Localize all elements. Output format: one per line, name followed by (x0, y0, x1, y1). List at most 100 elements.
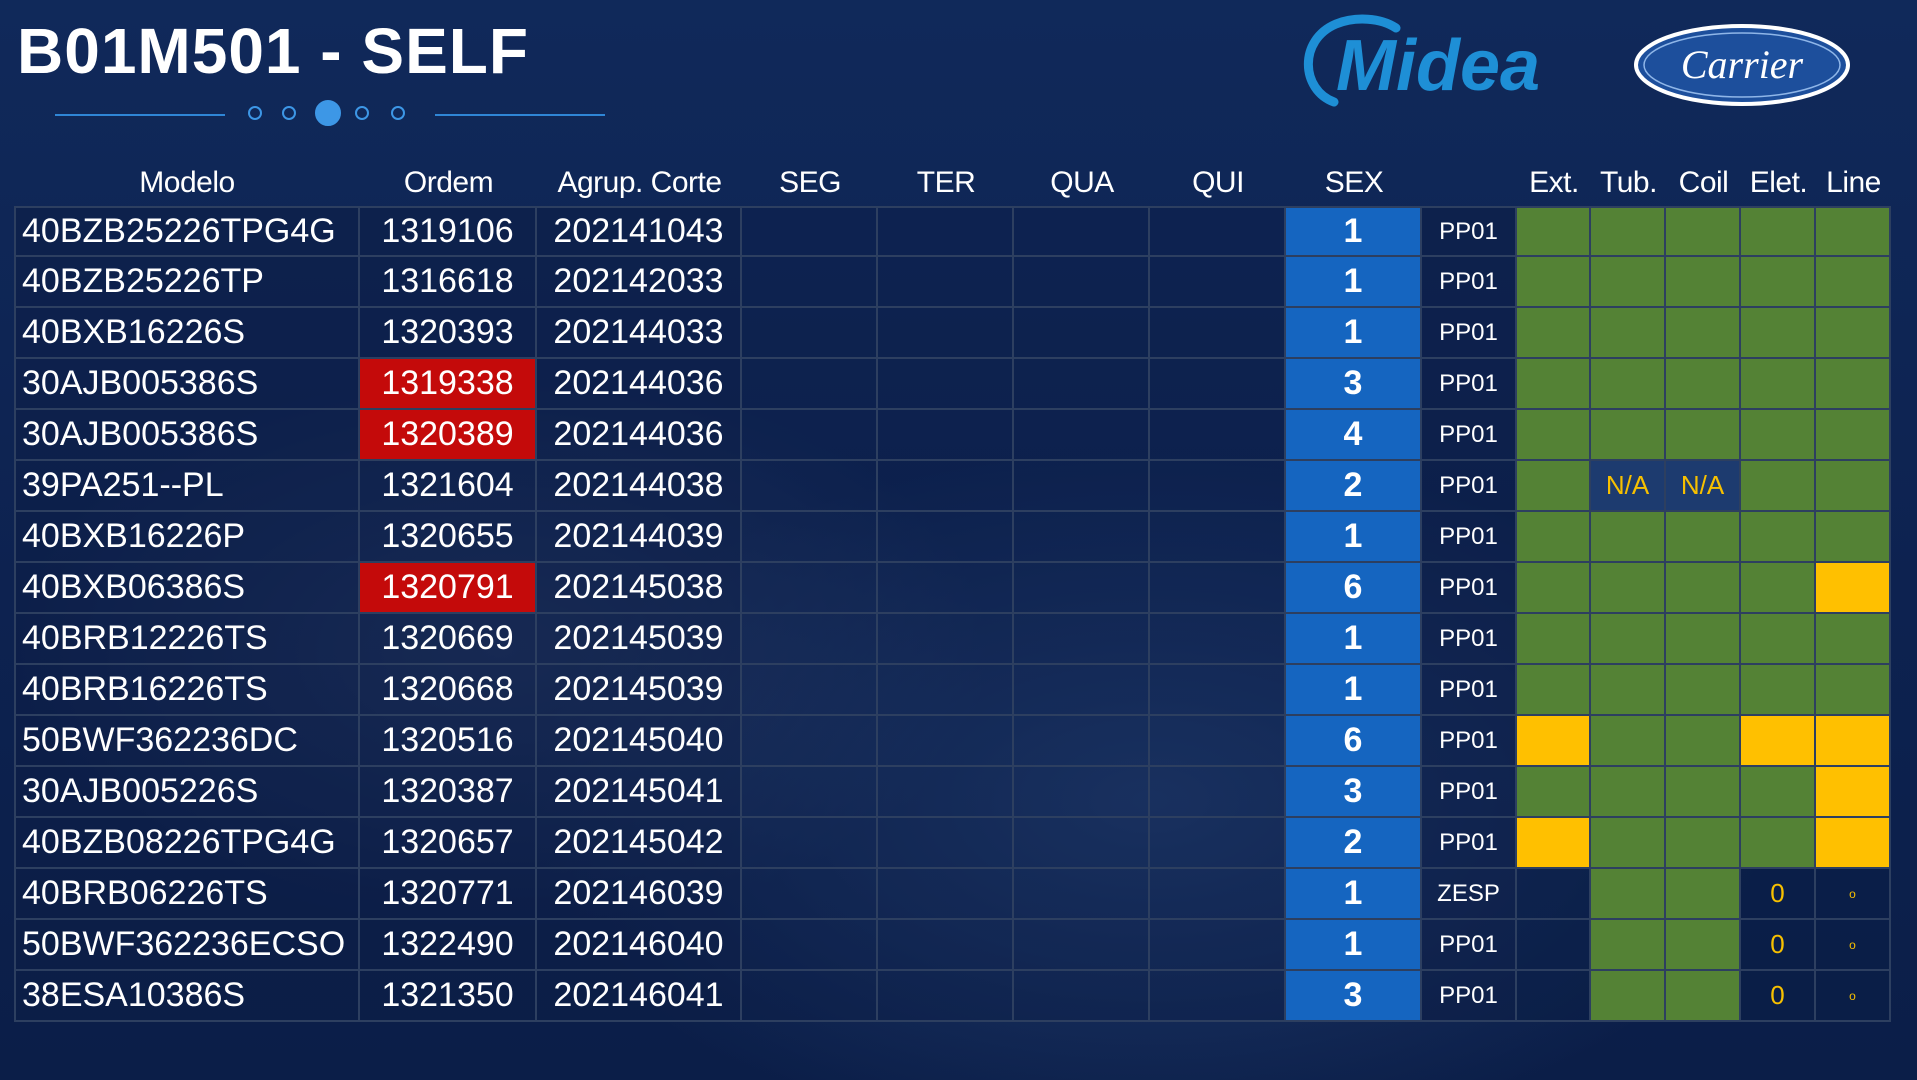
cell-agrup-corte: 202146040 (537, 920, 742, 971)
cell-agrup-corte: 202146041 (537, 971, 742, 1022)
pager-line-left (55, 114, 225, 116)
cell-qui (1150, 920, 1286, 971)
cell-sex: 1 (1286, 920, 1422, 971)
cell-modelo: 50BWF362236DC (14, 716, 360, 767)
cell-ter (878, 461, 1014, 512)
status-tub (1591, 920, 1666, 971)
midea-logo: Midea (1303, 14, 1540, 107)
status-coil (1666, 206, 1741, 257)
header-tub: Tub. (1600, 166, 1657, 199)
status-ext (1517, 869, 1591, 920)
status-elet (1741, 461, 1816, 512)
pager-dot-active[interactable] (315, 100, 341, 126)
status-coil (1666, 665, 1741, 716)
cell-ppo: ZESP (1422, 869, 1517, 920)
status-tub (1591, 665, 1666, 716)
cell-modelo: 40BZB08226TPG4G (14, 818, 360, 869)
cell-agrup-corte: 202144038 (537, 461, 742, 512)
cell-ppo: PP01 (1422, 461, 1517, 512)
carrier-logo: Carrier (1634, 24, 1850, 106)
status-tub (1591, 971, 1666, 1022)
status-tub (1591, 767, 1666, 818)
cell-qua (1014, 359, 1150, 410)
cell-ter (878, 869, 1014, 920)
status-line (1816, 410, 1891, 461)
cell-seg (742, 461, 878, 512)
cell-ordem: 1321350 (360, 971, 537, 1022)
cell-ordem: 1322490 (360, 920, 537, 971)
header-qua: QUA (1050, 166, 1114, 199)
pager-dot[interactable] (355, 106, 369, 120)
status-coil (1666, 512, 1741, 563)
header-elet: Elet. (1749, 166, 1808, 199)
status-coil (1666, 869, 1741, 920)
cell-seg (742, 665, 878, 716)
status-ext (1517, 563, 1591, 614)
status-elet (1741, 308, 1816, 359)
cell-ter (878, 359, 1014, 410)
cell-seg (742, 563, 878, 614)
cell-qui (1150, 410, 1286, 461)
cell-ter (878, 818, 1014, 869)
status-elet (1741, 767, 1816, 818)
cell-ppo: PP01 (1422, 818, 1517, 869)
status-line (1816, 767, 1891, 818)
status-ext (1517, 614, 1591, 665)
pager-dot[interactable] (282, 106, 296, 120)
cell-qui (1150, 971, 1286, 1022)
cell-modelo: 40BRB16226TS (14, 665, 360, 716)
cell-seg (742, 308, 878, 359)
status-line (1816, 461, 1891, 512)
cell-ppo: PP01 (1422, 257, 1517, 308)
status-ext (1517, 512, 1591, 563)
cell-ppo: PP01 (1422, 308, 1517, 359)
status-line: o (1816, 869, 1891, 920)
cell-modelo: 30AJB005386S (14, 359, 360, 410)
cell-qui (1150, 818, 1286, 869)
status-coil (1666, 818, 1741, 869)
status-coil (1666, 767, 1741, 818)
cell-qua (1014, 410, 1150, 461)
cell-ter (878, 614, 1014, 665)
cell-qua (1014, 818, 1150, 869)
cell-sex: 1 (1286, 512, 1422, 563)
status-elet: 0 (1741, 920, 1816, 971)
cell-ter (878, 206, 1014, 257)
cell-qui (1150, 869, 1286, 920)
cell-modelo: 40BZB25226TP (14, 257, 360, 308)
cell-sex: 2 (1286, 461, 1422, 512)
cell-agrup-corte: 202144036 (537, 410, 742, 461)
cell-ter (878, 971, 1014, 1022)
status-line: o (1816, 971, 1891, 1022)
cell-qua (1014, 665, 1150, 716)
cell-agrup-corte: 202145039 (537, 614, 742, 665)
status-ext (1517, 359, 1591, 410)
status-coil (1666, 359, 1741, 410)
cell-sex: 6 (1286, 716, 1422, 767)
status-coil (1666, 563, 1741, 614)
cell-ter (878, 257, 1014, 308)
pager-dot[interactable] (391, 106, 405, 120)
status-tub (1591, 206, 1666, 257)
header-sex: SEX (1324, 166, 1384, 199)
cell-agrup-corte: 202145041 (537, 767, 742, 818)
cell-qui (1150, 257, 1286, 308)
cell-qui (1150, 563, 1286, 614)
cell-qui (1150, 614, 1286, 665)
status-elet: 0 (1741, 971, 1816, 1022)
cell-qua (1014, 614, 1150, 665)
status-line (1816, 257, 1891, 308)
status-coil (1666, 920, 1741, 971)
cell-ordem: 1319106 (360, 206, 537, 257)
status-elet: 0 (1741, 869, 1816, 920)
status-line (1816, 563, 1891, 614)
cell-ppo: PP01 (1422, 665, 1517, 716)
cell-seg (742, 359, 878, 410)
status-ext (1517, 665, 1591, 716)
cell-ordem: 1319338 (360, 359, 537, 410)
cell-ppo: PP01 (1422, 359, 1517, 410)
status-ext (1517, 818, 1591, 869)
pager-dot[interactable] (248, 106, 262, 120)
cell-seg (742, 767, 878, 818)
cell-qua (1014, 563, 1150, 614)
